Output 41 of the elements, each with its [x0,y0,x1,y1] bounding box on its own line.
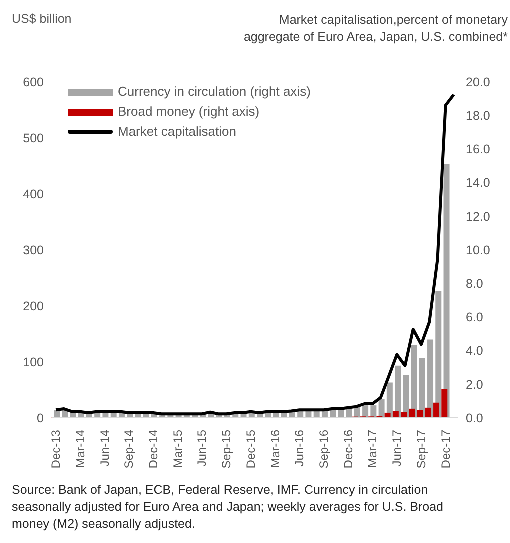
x-tick-label: Jun-14 [98,430,112,467]
x-tick-label: Mar-16 [268,430,282,468]
y2-tick-label: 2.0 [466,378,484,392]
y2-tick-label: 4.0 [466,344,484,358]
legend-label: Currency in circulation (right axis) [118,83,311,101]
y2-tick-label: 0.0 [466,411,484,426]
y2-tick-label: 6.0 [466,310,484,325]
y2-axis-title: Market capitalisation,percent of monetary aggregate of Euro Area, Japan, U.S. combined* [242,12,508,46]
x-tick-label: Sep-16 [317,430,332,469]
x-tick-label: Sep-15 [220,430,234,469]
x-tick-label: Jun-16 [292,430,307,467]
y2-tick-label: 14.0 [466,176,490,190]
y-tick-label: 300 [23,243,44,258]
y2-tick-label: 20.0 [466,75,490,90]
x-tick-label: Dec-14 [146,430,160,469]
y2-tick-label: 10.0 [466,243,490,258]
x-tick-label: Dec-16 [341,430,356,469]
x-tick-label: Dec-15 [244,430,258,469]
x-tick-label: Mar-15 [170,430,185,468]
y-axis-title: US$ billion [12,12,72,26]
x-tick-label: Dec-17 [438,430,453,469]
y-tick-label: 200 [23,299,44,314]
source-note: Source: Bank of Japan, ECB, Federal Reserve, IMF. Currency in circulation seasonally adjusted for Euro Area and Japan; weekly averages for U.S. Broad money (M2) seasonally adjusted. [12,482,445,533]
y-tick-label: 400 [23,187,44,202]
y-tick-label: 600 [23,75,44,90]
y-tick-label: 0 [37,411,44,426]
x-tick-label: Jun-15 [195,430,210,467]
x-tick-label: Sep-14 [122,430,136,469]
x-tick-label: Dec-13 [49,430,64,469]
x-tick-label: Sep-17 [414,430,428,469]
x-tick-label: Jun-17 [390,430,404,467]
y-tick-label: 500 [23,131,44,146]
x-tick-label: Mar-17 [366,430,380,468]
y2-tick-label: 18.0 [466,109,490,124]
x-tick-label: Mar-14 [73,430,88,468]
y-tick-label: 100 [23,355,44,370]
y2-tick-label: 12.0 [466,210,490,224]
legend-label: Market capitalisation [118,123,236,141]
y2-tick-label: 16.0 [466,142,490,157]
legend-label: Broad money (right axis) [118,103,260,121]
y2-tick-label: 8.0 [466,277,484,292]
